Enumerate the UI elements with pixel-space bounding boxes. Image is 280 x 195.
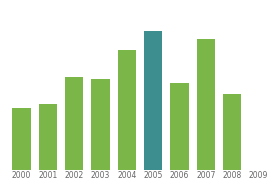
Bar: [12, 108, 31, 170]
Bar: [144, 31, 162, 170]
Bar: [197, 39, 215, 170]
Bar: [39, 104, 57, 170]
Bar: [65, 77, 83, 170]
Bar: [170, 83, 189, 170]
Bar: [118, 50, 136, 170]
Bar: [91, 79, 110, 170]
Bar: [223, 95, 241, 170]
